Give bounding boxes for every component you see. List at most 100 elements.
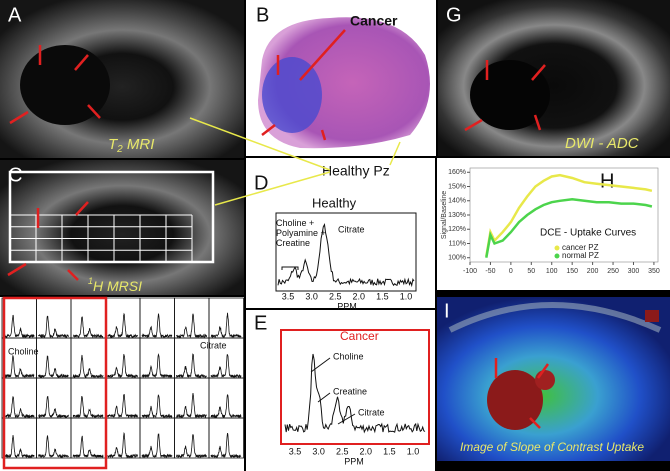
legend-label: normal PZ	[562, 251, 599, 260]
x-axis-label: PPM	[337, 301, 357, 311]
highlight-box	[2, 296, 108, 470]
panel-title: DWI - ADC	[565, 135, 639, 152]
spectrum-line	[72, 316, 104, 339]
y-tick-label: 150%	[448, 183, 466, 190]
peak-label: Creatine	[333, 386, 367, 396]
peak-label: Citrate	[200, 340, 227, 350]
hot-spot	[487, 370, 543, 430]
panel-title: 1H MRSI	[88, 276, 142, 293]
peak-line: Choline +	[276, 218, 314, 228]
x-tick-label: 350	[648, 268, 660, 275]
spectrum-line	[3, 355, 35, 379]
x-tick-label: 1.0	[400, 291, 413, 301]
x-tick-label: 50	[527, 268, 535, 275]
x-tick-label: 300	[628, 268, 640, 275]
spectrum-line	[38, 315, 69, 339]
spectrum-line	[176, 393, 207, 419]
panel-title: Healthy	[312, 195, 357, 210]
panel-letter: B	[256, 4, 269, 26]
y-tick-label: 130%	[448, 212, 466, 219]
spectrum-line	[72, 435, 104, 459]
x-tick-label: 100	[546, 268, 558, 275]
spectrum-line	[107, 353, 138, 379]
x-axis-label: PPM	[344, 456, 364, 466]
series-line	[485, 198, 653, 258]
spectrum-line	[141, 353, 173, 379]
peak-label: Choline	[333, 351, 364, 361]
title-sup: 1	[88, 276, 93, 286]
arrows	[9, 45, 101, 125]
y-tick-label: 100%	[448, 255, 466, 262]
spectrum-line	[210, 394, 242, 419]
voxel-grid	[9, 214, 193, 263]
panel-letter: D	[254, 172, 268, 194]
spectrum-line	[284, 353, 426, 434]
x-tick-label: 2.5	[336, 446, 349, 456]
spectrum-line	[3, 395, 35, 419]
mri-image	[0, 160, 244, 295]
x-tick-label: 1.0	[407, 446, 420, 456]
spectrum-line	[141, 313, 173, 339]
x-tick-label: 1.5	[383, 446, 396, 456]
arrows	[7, 201, 89, 281]
spectrum-line	[38, 435, 69, 459]
panel-letter: H	[600, 170, 614, 192]
legend-label: cancer PZ	[562, 243, 599, 252]
x-tick-label: 3.0	[312, 446, 325, 456]
cancer-label: Cancer	[350, 13, 398, 29]
spectrum-line	[3, 435, 35, 459]
spectrum-line	[38, 395, 69, 419]
spectrum-line	[277, 223, 415, 288]
legend-swatch	[554, 245, 560, 251]
spectrum-line	[176, 313, 207, 339]
spectrum-line	[3, 314, 35, 339]
spectrum	[284, 353, 426, 434]
panel-letter: G	[446, 4, 462, 26]
x-tick-label: 2.0	[353, 291, 366, 301]
x-tick-label: 0	[509, 268, 513, 275]
x-tick-label: 2.5	[329, 291, 342, 301]
cell	[208, 417, 244, 459]
y-axis-label: Signal/Baseline	[441, 191, 448, 239]
spectrum-line	[107, 312, 138, 339]
x-tick-label: 3.5	[282, 291, 295, 301]
spectrum-line	[141, 394, 173, 419]
y-tick-label: 110%	[449, 240, 466, 247]
spectrum-line	[107, 431, 138, 459]
peak-line: Polyamine +	[276, 228, 326, 238]
hot-spot	[535, 370, 555, 390]
spectrum-line	[38, 355, 69, 379]
spectrum-line	[176, 434, 207, 459]
panel-letter: I	[444, 300, 450, 322]
spectrum-line	[176, 353, 207, 379]
x-tick-label: 250	[607, 268, 619, 275]
peak-label: Citrate	[338, 224, 365, 234]
arrows	[261, 29, 346, 141]
spectrum-line	[210, 312, 242, 339]
title-part: T	[108, 136, 119, 153]
spectrum-line	[72, 354, 104, 379]
spectrum-line	[107, 394, 138, 419]
dwi-image	[438, 0, 670, 156]
peak-label: Choline + Polyamine + Creatine	[276, 218, 326, 248]
x-tick-label: -100	[463, 268, 477, 275]
spectra-bg	[0, 297, 244, 471]
title-sub: 2	[116, 144, 123, 155]
spectrum-line	[141, 433, 173, 459]
y-tick-label: 120%	[448, 226, 466, 233]
y-tick-label: 140%	[448, 198, 466, 205]
x-tick-label: 150	[566, 268, 578, 275]
bracket	[281, 266, 299, 270]
series-line	[485, 173, 653, 257]
chart-title: DCE - Uptake Curves	[540, 228, 636, 239]
hot-spot	[645, 310, 659, 322]
chart-bg	[437, 158, 670, 290]
lesion	[470, 60, 550, 130]
lesion	[20, 45, 110, 125]
spectrum-line	[210, 432, 242, 459]
arrows	[494, 358, 550, 429]
x-tick-label: 2.0	[360, 446, 373, 456]
y-tick-label: 160%	[448, 169, 466, 176]
spectrum	[277, 223, 415, 288]
anatomy	[448, 302, 662, 333]
